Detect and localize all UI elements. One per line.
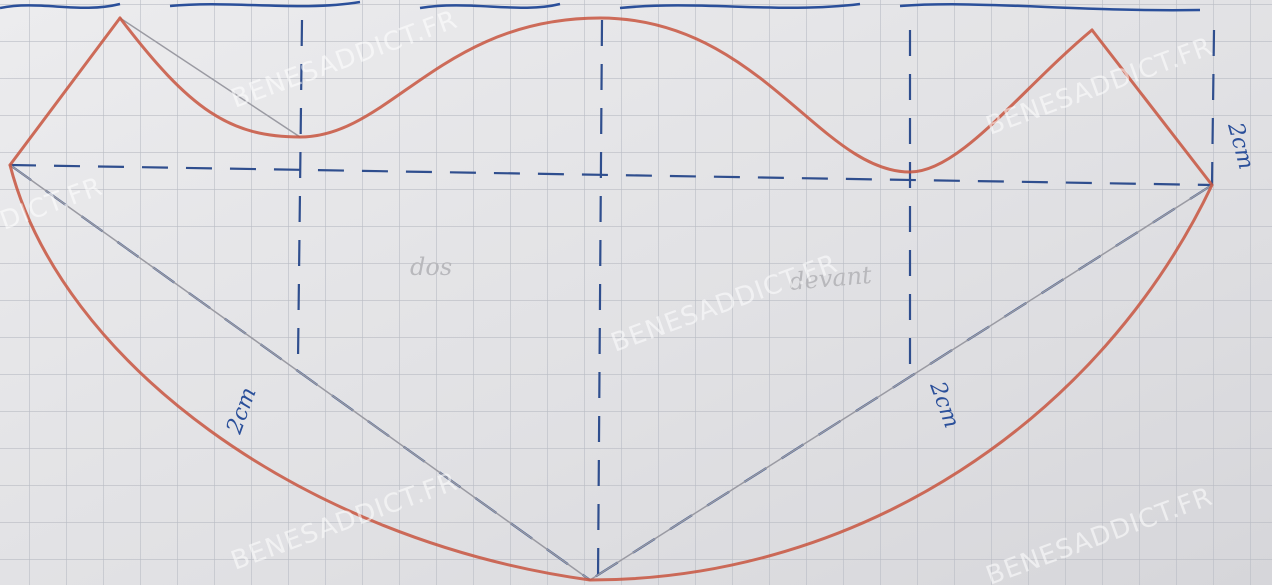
pencil-lines [9, 17, 1213, 581]
piece-label: dos [410, 253, 452, 281]
handwriting [0, 0, 1201, 12]
pattern-outline [8, 16, 1214, 582]
